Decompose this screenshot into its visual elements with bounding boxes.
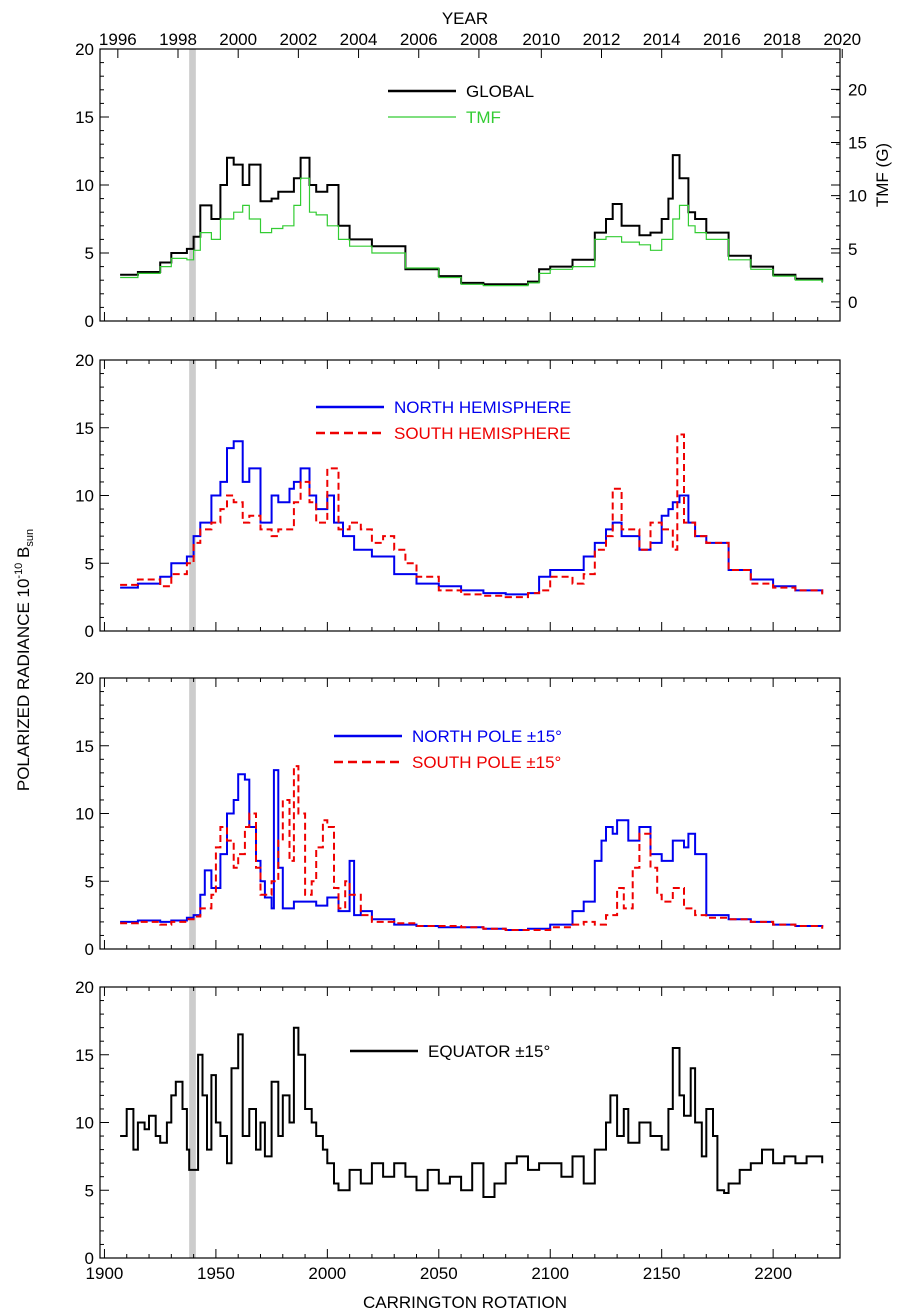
x-tick-label: 2200 — [754, 1264, 792, 1283]
year-tick-label: 2014 — [643, 30, 681, 49]
tmf-tick-label: 20 — [848, 80, 867, 99]
year-tick-label: 2012 — [583, 30, 621, 49]
panel-hemispheres: 0 5 10 15 20 NORTH HEMISPHERE SOUTH HEMISPHERE — [75, 351, 841, 641]
panel-equator: 0 5 10 15 20 1900 1950 2000 2050 2100 2150 2200 EQUA… — [75, 978, 841, 1283]
legend-label: SOUTH HEMISPHERE — [394, 424, 571, 443]
legend-label: NORTH POLE ±15° — [412, 727, 562, 746]
y-tick-label: 5 — [85, 1181, 94, 1200]
y-tick-label: 15 — [75, 737, 94, 756]
y-tick-label: 0 — [85, 940, 94, 959]
series-line-equator-15 — [120, 1026, 824, 1198]
x-tick-label: 1900 — [86, 1264, 124, 1283]
top-axis-title: YEAR — [442, 9, 488, 28]
y-tick-label: 15 — [75, 108, 94, 127]
year-tick-label: 1998 — [159, 30, 197, 49]
y-tick-label: 20 — [75, 351, 94, 370]
tmf-tick-label: 15 — [848, 134, 867, 153]
x-tick-label: 1950 — [197, 1264, 235, 1283]
series-line-global — [120, 154, 824, 286]
year-tick-label: 1996 — [99, 30, 137, 49]
y-axis-title: POLARIZED RADIANCE 10-10 Bsun — [13, 529, 36, 791]
series-line-north-pole-15 — [120, 769, 824, 931]
y-tick-label: 5 — [85, 872, 94, 891]
x-tick-label: 2050 — [420, 1264, 458, 1283]
legend-label: GLOBAL — [466, 82, 534, 101]
series-line-tmf — [120, 177, 823, 287]
y-tick-label: 0 — [85, 312, 94, 331]
y-tick-label: 20 — [75, 669, 94, 688]
data-gap-band — [189, 360, 196, 631]
y-tick-label: 10 — [75, 805, 94, 824]
x-axis-title: CARRINGTON ROTATION — [363, 1293, 567, 1312]
year-tick-label: 2000 — [219, 30, 257, 49]
y-tick-label: 20 — [75, 978, 94, 997]
series-line-south-hemisphere — [120, 433, 824, 599]
year-tick-label: 2006 — [400, 30, 438, 49]
legend-label: NORTH HEMISPHERE — [394, 398, 571, 417]
data-gap-band — [189, 49, 196, 321]
y-tick-label: 15 — [75, 419, 94, 438]
panel-poles: 0 5 10 15 20 NORTH POLE ±15° SOUTH POLE ±15° — [75, 669, 841, 959]
y-tick-label: 5 — [85, 554, 94, 573]
y-tick-label: 0 — [85, 1249, 94, 1268]
year-tick-label: 2008 — [460, 30, 498, 49]
legend-label: TMF — [466, 108, 501, 127]
x-tick-label: 2000 — [308, 1264, 346, 1283]
y-tick-label: 20 — [75, 40, 94, 59]
y-tick-label: 15 — [75, 1046, 94, 1065]
legend-label: EQUATOR ±15° — [428, 1042, 550, 1061]
y-tick-label: 5 — [85, 244, 94, 263]
y-tick-label: 10 — [75, 487, 94, 506]
year-tick-label: 2002 — [279, 30, 317, 49]
y-tick-label: 10 — [75, 176, 94, 195]
data-gap-band — [189, 987, 196, 1258]
y-tick-label: 10 — [75, 1114, 94, 1133]
year-tick-label: 2016 — [703, 30, 741, 49]
x-tick-label: 2100 — [531, 1264, 569, 1283]
year-tick-label: 2020 — [823, 30, 861, 49]
tmf-tick-label: 10 — [848, 187, 867, 206]
data-gap-band — [189, 678, 196, 949]
x-tick-label: 2150 — [643, 1264, 681, 1283]
series-line-south-pole-15 — [120, 765, 824, 931]
y-tick-label: 0 — [85, 622, 94, 641]
series-line-north-hemisphere — [120, 440, 824, 596]
tmf-tick-label: 5 — [848, 240, 857, 259]
year-tick-label: 2010 — [522, 30, 560, 49]
legend-label: SOUTH POLE ±15° — [412, 753, 561, 772]
right-axis-title: TMF (G) — [873, 143, 892, 207]
year-tick-label: 2018 — [763, 30, 801, 49]
year-tick-label: 2004 — [340, 30, 378, 49]
tmf-tick-label: 0 — [848, 293, 857, 312]
